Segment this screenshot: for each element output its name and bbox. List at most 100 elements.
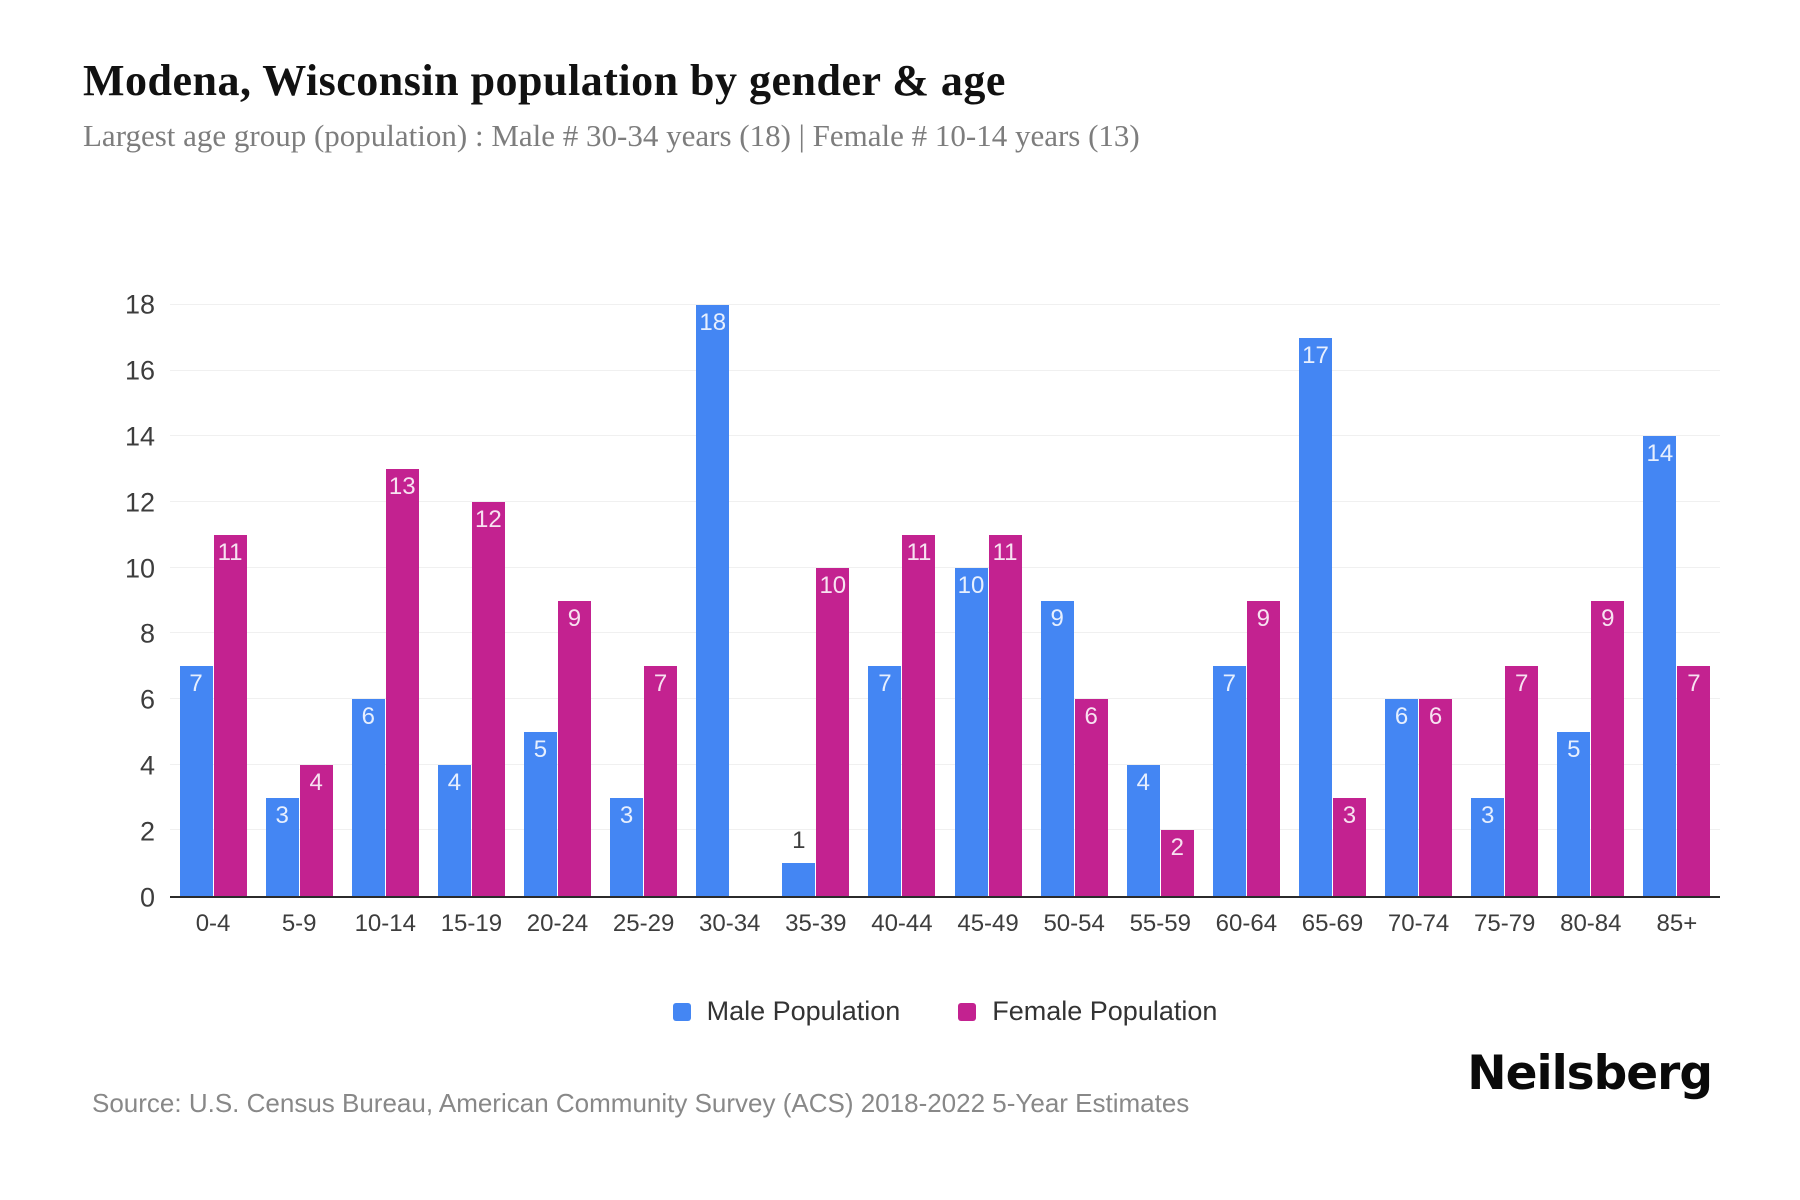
bar-value-label: 3 [1342,801,1357,829]
bar-pair: 14 7 [1634,305,1720,896]
bar-value-label: 6 [1084,703,1098,730]
male-population-bar: 17 [1298,337,1332,896]
x-tick-label: 40-44 [871,910,933,937]
male-population-bar: 3 [1471,797,1505,896]
bar-group: 5 9 80-84 [1548,305,1634,937]
bar-value-label: 7 [189,670,203,698]
bar-pair: 1 10 [773,305,859,896]
bar-group: 10 11 45-49 [945,305,1031,937]
page-subtitle: Largest age group (population) : Male # … [83,118,1140,153]
male-population-bar: 9 [1040,600,1074,896]
bar-group: 4 2 55-59 [1117,305,1203,937]
bar-value-label: 6 [1428,703,1443,730]
bar-value-label: 4 [309,768,323,796]
x-tick-label: 45-49 [957,910,1019,937]
x-tick-label: 55-59 [1129,910,1191,937]
bar-group: 6 13 10-14 [342,305,428,937]
bar-value-label: 2 [1170,834,1184,862]
gridline [170,829,1720,831]
female-population-bar: 3 [1332,797,1366,896]
x-tick-label: 65-69 [1301,910,1364,937]
female-population-bar: 10 [816,567,850,896]
legend-item-male: Male Population [672,996,900,1027]
male-population-bar: 5 [1557,731,1591,896]
x-tick-label: 70-74 [1387,910,1450,937]
gridline [170,763,1720,765]
bar-value-label: 7 [1515,670,1529,698]
bar-value-label: 3 [619,801,634,829]
bar-value-label: 7 [1687,670,1701,698]
bar-group: 3 4 5-9 [256,305,342,937]
bar-group: 3 7 25-29 [601,305,687,937]
bar-value-label: 4 [447,768,462,796]
female-legend-label: Female Population [992,996,1218,1026]
gridline [170,435,1720,437]
y-tick-label: 6 [139,684,155,715]
bar-value-label: 9 [1256,604,1271,632]
bar-group: 17 3 65-69 [1289,305,1375,937]
x-tick-label: 15-19 [440,910,503,937]
bar-value-label: 11 [217,538,243,566]
bar-value-label: 5 [1567,735,1581,763]
female-population-bar: 6 [1074,699,1108,896]
x-tick-label: 35-39 [785,910,847,937]
female-population-bar: 6 [1419,699,1453,896]
bar-value-label: 7 [653,670,668,698]
bar-value-label: 5 [533,735,548,763]
bar-group: 7 11 40-44 [859,305,945,937]
gridline [170,369,1720,371]
male-population-bar: 10 [954,567,988,896]
bar-value-label: 7 [878,670,892,698]
bar-group: 14 7 85+ [1634,305,1720,937]
gridline [170,304,1720,305]
bar-value-label: 10 [819,571,847,599]
y-tick-label: 0 [139,882,155,913]
bar-pair: 18 [687,305,773,896]
female-population-bar: 4 [299,764,333,896]
bar-group: 6 6 70-74 [1376,305,1462,937]
y-tick-label: 18 [124,289,155,320]
male-population-bar: 18 [696,305,730,896]
bar-value-label: 17 [1302,341,1329,369]
female-population-bar: 9 [1246,600,1280,896]
female-population-bar: 11 [988,534,1022,896]
neilsberg-logo: Neilsberg [1467,1046,1713,1101]
x-tick-label: 5-9 [281,910,317,937]
y-tick-label: 12 [124,487,155,518]
bar-value-label: 11 [992,538,1018,566]
bar-group: 3 7 75-79 [1462,305,1548,937]
female-population-bar: 12 [471,502,505,896]
bar-value-label: 4 [1136,768,1150,796]
gridline [170,501,1720,502]
bar-pair: 4 12 [428,305,514,896]
male-population-bar: 7 [1212,666,1246,896]
bar-value-label: 7 [1222,670,1237,698]
female-population-bar: 7 [1505,666,1539,896]
gridline [170,566,1720,568]
x-tick-label: 85+ [1656,910,1698,937]
bar-groups: 7 11 0-4 3 4 5-9 6 13 10-14 4 12 15-19 5 9 20-24 3 7 25-2… [170,305,1720,937]
female-population-bar: 11 [902,534,936,896]
male-population-bar: 5 [523,731,557,896]
bar-value-label: 9 [1601,604,1615,632]
bar-value-label: 9 [567,604,582,632]
female-population-bar: 11 [213,534,247,896]
y-tick-label: 14 [124,421,155,452]
male-legend-swatch [672,1002,691,1021]
female-population-bar: 9 [557,600,591,896]
male-population-bar: 6 [351,699,385,896]
x-tick-label: 0-4 [195,910,231,937]
bar-value-label: 3 [275,801,289,829]
male-population-bar: 4 [1126,764,1160,896]
female-population-bar: 7 [1677,666,1711,896]
y-tick-label: 10 [124,553,155,584]
male-population-bar: 14 [1643,436,1677,896]
female-population-bar: 13 [385,469,419,896]
